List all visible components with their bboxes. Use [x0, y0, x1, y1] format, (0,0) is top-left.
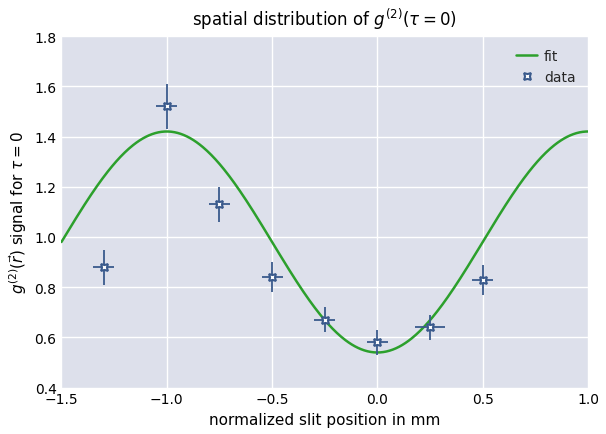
fit — [490, 221, 498, 227]
data — [268, 275, 276, 280]
data — [163, 105, 170, 110]
fit — [584, 130, 591, 135]
data — [216, 202, 223, 207]
fit — [373, 350, 381, 355]
X-axis label: normalized slit position in mm: normalized slit position in mm — [209, 412, 441, 427]
Y-axis label: $g^{(2)}(\vec{r})$ signal for $\tau=0$: $g^{(2)}(\vec{r})$ signal for $\tau=0$ — [7, 131, 29, 294]
data — [374, 340, 381, 345]
Line: fit: fit — [61, 132, 588, 353]
data — [479, 277, 487, 283]
fit — [311, 305, 318, 310]
fit — [573, 131, 580, 136]
Legend: fit, data: fit, data — [511, 44, 581, 90]
data — [100, 265, 107, 270]
Line: data: data — [99, 102, 488, 348]
data — [321, 318, 328, 323]
data — [427, 325, 434, 330]
fit — [58, 240, 65, 245]
fit — [308, 301, 315, 306]
Title: spatial distribution of $g^{(2)}(\tau=0)$: spatial distribution of $g^{(2)}(\tau=0)… — [192, 7, 457, 32]
fit — [371, 350, 379, 355]
fit — [343, 339, 350, 344]
